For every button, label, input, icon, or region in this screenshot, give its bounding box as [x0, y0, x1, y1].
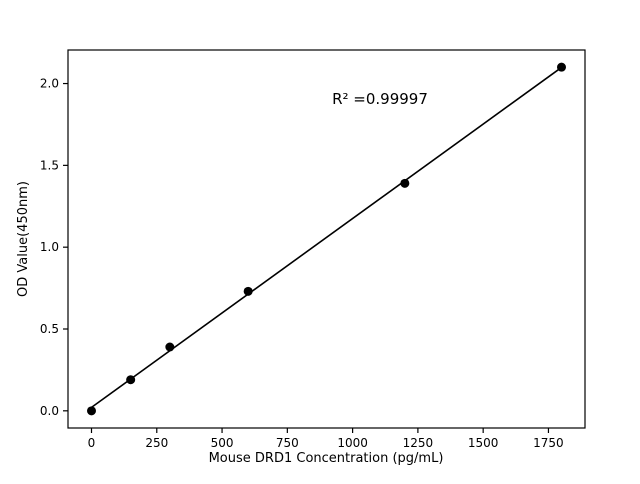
y-tick-label: 0.0 [40, 404, 59, 418]
x-tick-label: 1000 [337, 436, 368, 450]
y-tick-label: 2.0 [40, 77, 59, 91]
data-point [87, 406, 96, 416]
x-tick-label: 500 [211, 436, 234, 450]
y-axis-label: OD Value(450nm) [16, 181, 31, 297]
x-tick-label: 1500 [468, 436, 499, 450]
x-tick-label: 1250 [403, 436, 434, 450]
regression-line [91, 66, 562, 409]
x-tick-label: 0 [88, 436, 96, 450]
data-point [126, 375, 136, 385]
x-tick-label: 1750 [533, 436, 564, 450]
data-point [165, 342, 175, 352]
data-point [243, 286, 253, 296]
r-squared-annotation: R² =0.99997 [332, 90, 428, 108]
data-point [557, 62, 566, 72]
y-tick-label: 1.0 [40, 240, 59, 254]
x-tick-label: 250 [145, 436, 168, 450]
y-tick-label: 0.5 [40, 322, 59, 336]
x-axis-label: Mouse DRD1 Concentration (pg/mL) [209, 451, 444, 466]
axes-spines [67, 49, 586, 429]
plot-area: 0 250 500 750 1000 1250 1500 1750 0.0 0.5 1.0 1.5 2.… [40, 49, 586, 450]
data-point [400, 178, 410, 188]
x-tick-label: 750 [276, 436, 299, 450]
y-tick-label: 1.5 [40, 158, 59, 172]
